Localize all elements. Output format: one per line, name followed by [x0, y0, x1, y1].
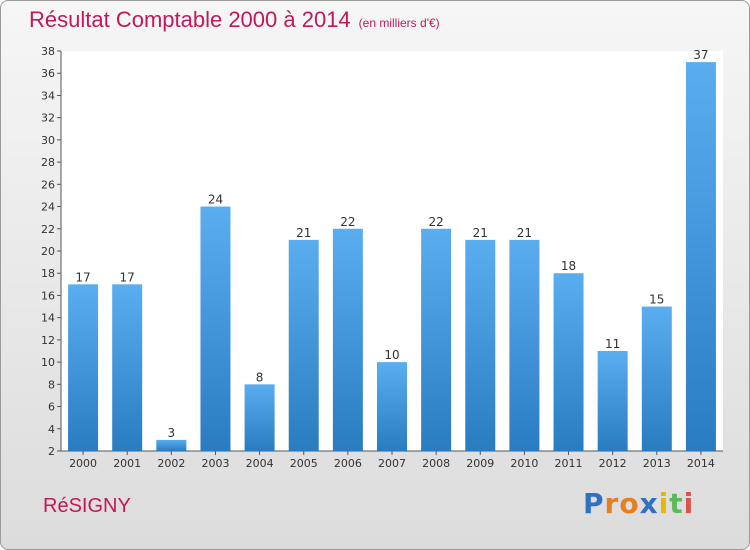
logo-letter: x [639, 487, 659, 520]
y-tick-label: 22 [41, 223, 55, 236]
data-label: 15 [649, 293, 664, 307]
y-tick-label: 36 [41, 67, 55, 80]
bar [68, 284, 99, 451]
x-tick-label: 2014 [687, 457, 715, 470]
y-tick-label: 2 [48, 445, 55, 458]
bar [465, 239, 496, 451]
y-tick-label: 32 [41, 112, 55, 125]
logo-letter: i [683, 487, 695, 520]
y-tick-label: 28 [41, 156, 55, 169]
proxiti-logo: Proxiti [583, 487, 694, 520]
data-label: 24 [208, 193, 223, 207]
x-tick-label: 2005 [290, 457, 318, 470]
x-tick-label: 2009 [466, 457, 494, 470]
y-tick-label: 12 [41, 334, 55, 347]
data-label: 21 [473, 226, 488, 240]
x-tick-label: 2004 [246, 457, 274, 470]
data-label: 22 [340, 215, 355, 229]
x-tick-label: 2010 [510, 457, 538, 470]
data-label: 3 [168, 426, 176, 440]
y-tick-label: 10 [41, 356, 55, 369]
data-label: 17 [75, 270, 90, 284]
bar [421, 228, 452, 451]
x-tick-label: 2003 [201, 457, 229, 470]
logo-letter: P [583, 487, 605, 520]
chart-title-text: Résultat Comptable 2000 à 2014 [29, 7, 351, 32]
data-label: 17 [120, 270, 135, 284]
bar [597, 351, 628, 451]
y-tick-label: 30 [41, 134, 55, 147]
bar [509, 239, 540, 451]
data-label: 22 [428, 215, 443, 229]
bar [288, 239, 319, 451]
x-tick-label: 2012 [599, 457, 627, 470]
y-tick-label: 24 [41, 201, 55, 214]
x-tick-label: 2006 [334, 457, 362, 470]
data-label: 8 [256, 370, 264, 384]
bar [112, 284, 143, 451]
chart-title: Résultat Comptable 2000 à 2014 (en millie… [29, 7, 440, 33]
logo-letter: i [658, 487, 670, 520]
data-label: 11 [605, 337, 620, 351]
y-tick-label: 26 [41, 178, 55, 191]
bar [244, 384, 275, 451]
data-label: 37 [693, 48, 708, 62]
logo-letter: r [604, 487, 620, 520]
bar [377, 362, 407, 451]
data-label: 21 [296, 226, 311, 240]
y-tick-label: 34 [41, 89, 55, 102]
chart-subtitle: (en milliers d'€) [358, 16, 440, 30]
data-label: 18 [561, 259, 576, 273]
data-label: 10 [384, 348, 399, 362]
x-tick-label: 2002 [157, 457, 185, 470]
y-tick-label: 20 [41, 245, 55, 258]
place-name: RéSIGNY [43, 495, 131, 517]
x-tick-label: 2013 [643, 457, 671, 470]
x-tick-label: 2007 [378, 457, 406, 470]
bar [200, 206, 231, 451]
x-tick-label: 2001 [113, 457, 141, 470]
x-tick-label: 2011 [555, 457, 583, 470]
x-tick-label: 2008 [422, 457, 450, 470]
data-label: 21 [517, 226, 532, 240]
y-tick-label: 4 [48, 423, 55, 436]
bar [332, 228, 363, 451]
y-tick-label: 38 [41, 45, 55, 58]
y-tick-label: 16 [41, 289, 55, 302]
x-tick-label: 2000 [69, 457, 97, 470]
bar [553, 273, 584, 451]
y-tick-label: 6 [48, 401, 55, 414]
y-tick-label: 14 [41, 312, 55, 325]
logo-letter: t [669, 487, 684, 520]
bar [641, 306, 672, 451]
logo-letter: o [619, 487, 640, 520]
y-tick-label: 8 [48, 378, 55, 391]
y-tick-label: 18 [41, 267, 55, 280]
bar [685, 62, 716, 451]
bar [156, 439, 187, 451]
